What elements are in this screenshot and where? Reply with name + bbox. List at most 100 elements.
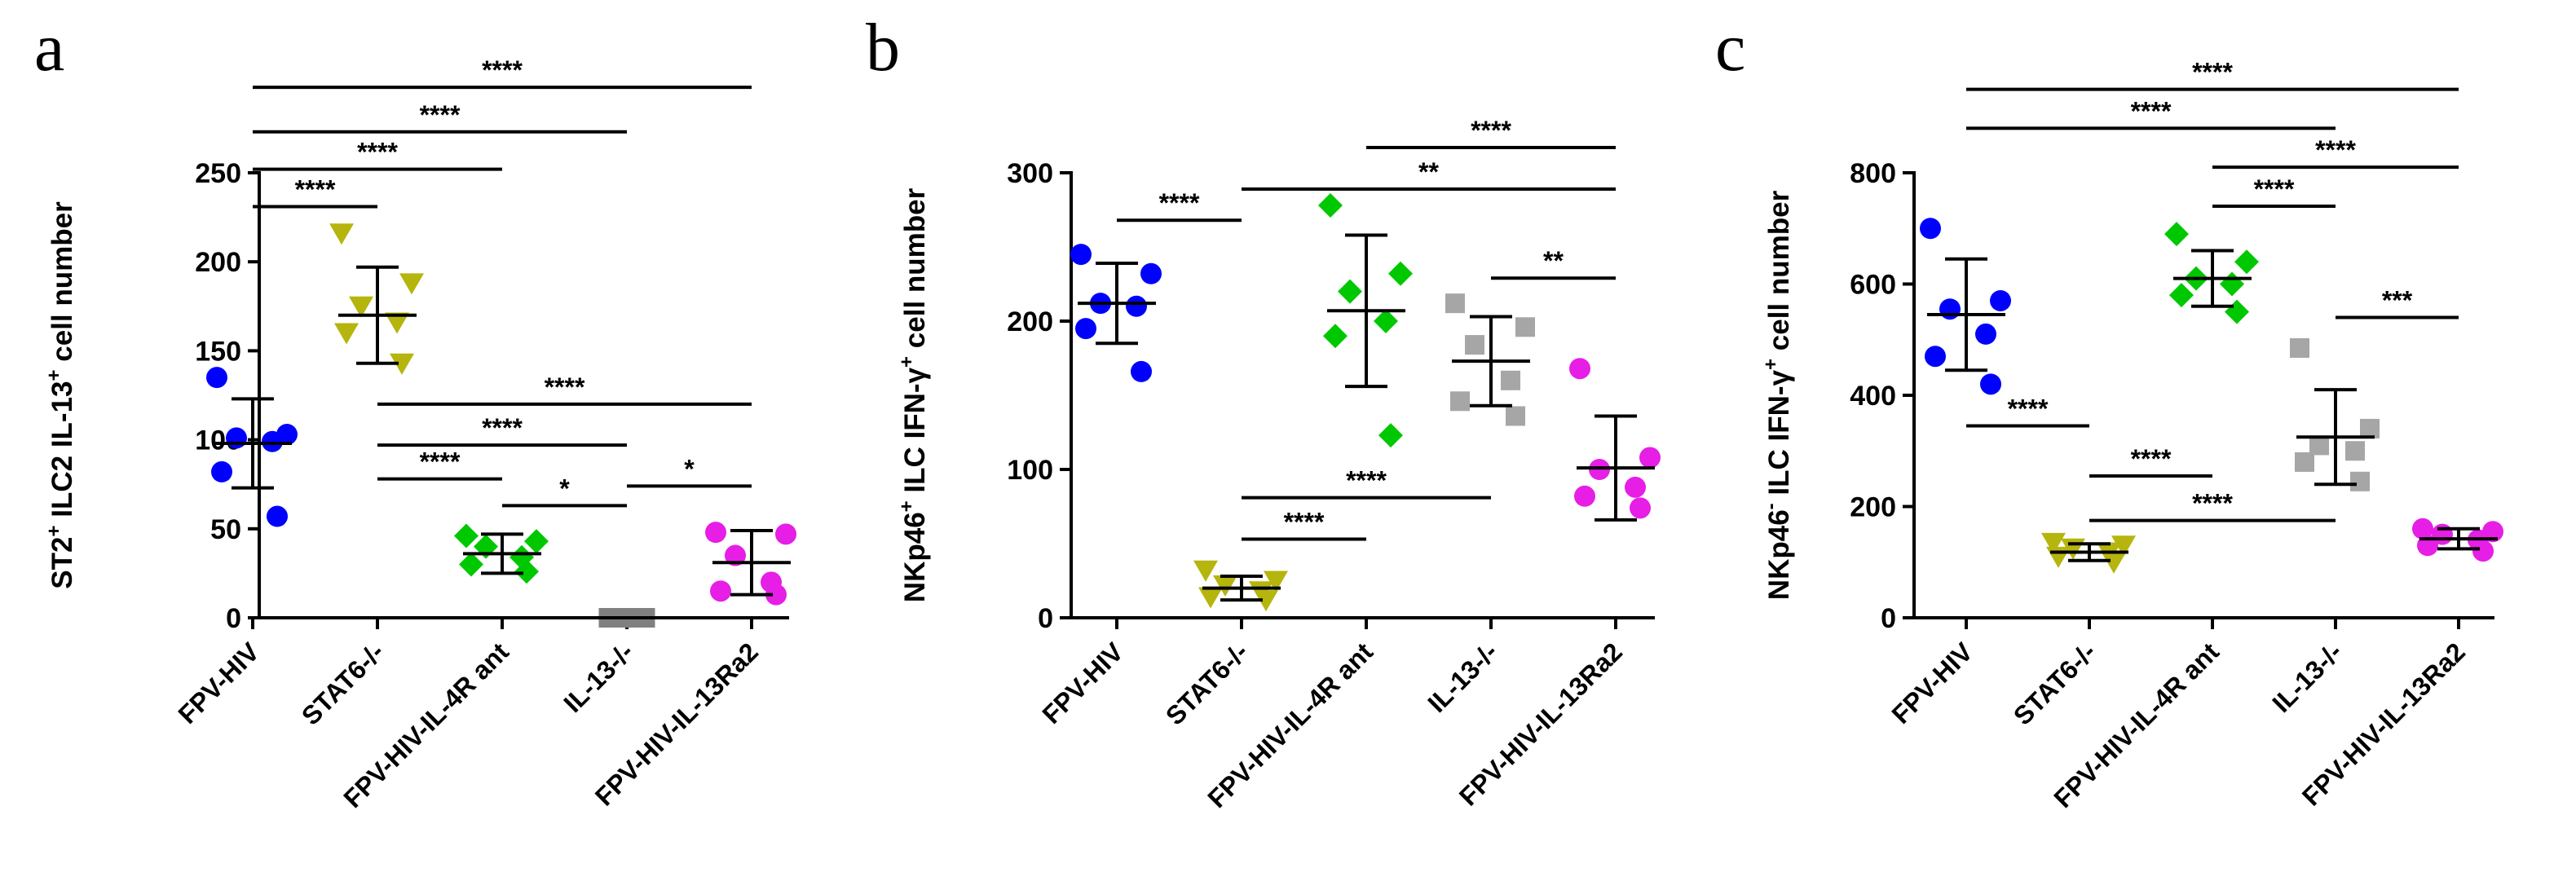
data-point — [1323, 324, 1348, 349]
significance-label: **** — [482, 55, 523, 85]
data-point — [1140, 262, 1162, 284]
data-point — [2360, 418, 2380, 438]
data-point — [1213, 575, 1237, 597]
data-point — [2046, 546, 2071, 568]
y-tick-label: 250 — [195, 158, 241, 189]
y-axis-label-superscript: + — [43, 525, 65, 536]
y-tick-label: 300 — [1007, 158, 1053, 189]
x-category-label: IL-13-/- — [1422, 637, 1503, 718]
panel-letter: b — [866, 10, 900, 86]
data-point — [267, 505, 288, 527]
y-axis-label-text: NKp46 — [899, 512, 931, 602]
significance-label: **** — [295, 174, 336, 204]
y-tick-label: 200 — [1850, 492, 1896, 523]
data-point — [390, 353, 414, 375]
significance-label: **** — [1284, 508, 1325, 537]
significance-label: **** — [1471, 116, 1511, 145]
data-point — [524, 529, 549, 554]
data-point — [765, 584, 787, 606]
data-point — [1639, 447, 1661, 469]
significance-label: **** — [2131, 444, 2172, 474]
y-axis-label-superscript: + — [896, 356, 918, 368]
data-point — [2041, 532, 2066, 554]
data-point — [1925, 346, 1946, 368]
data-point — [1569, 358, 1590, 380]
data-point — [1318, 193, 1343, 218]
data-point — [1506, 406, 1525, 426]
significance-label: **** — [2131, 96, 2172, 126]
data-point — [705, 522, 726, 544]
data-point — [459, 552, 483, 577]
panel-letter: c — [1715, 10, 1745, 86]
data-point — [211, 460, 232, 482]
data-point — [1574, 485, 1595, 507]
y-axis-label-text: NKp46 — [1763, 509, 1795, 600]
y-axis-label-text: ILC IFN-γ — [1763, 369, 1795, 503]
data-point — [725, 544, 746, 566]
data-point — [1920, 218, 1941, 240]
panel-letter: a — [34, 10, 64, 86]
significance-label: **** — [420, 100, 461, 130]
data-point — [2225, 299, 2249, 324]
data-point — [1254, 590, 1278, 612]
y-tick-label: 400 — [1850, 381, 1896, 412]
data-point — [2102, 552, 2126, 574]
data-point — [1975, 323, 1996, 345]
y-tick-label: 200 — [195, 247, 241, 278]
significance-label: ** — [1418, 157, 1439, 187]
significance-label: **** — [2192, 58, 2233, 87]
data-point — [1338, 279, 1362, 304]
y-axis-label-text: ILC IFN-γ — [899, 367, 931, 500]
data-point — [2290, 337, 2309, 358]
data-point — [2164, 222, 2189, 247]
significance-label: **** — [545, 372, 585, 402]
data-point — [1450, 391, 1470, 412]
data-point — [206, 367, 227, 389]
significance-label: **** — [2254, 174, 2295, 204]
y-axis-label: NKp46- ILC IFN-γ+ cell number — [1760, 190, 1795, 600]
data-point — [514, 559, 539, 584]
data-point — [385, 312, 409, 334]
data-point — [2234, 249, 2259, 275]
data-point — [2169, 283, 2194, 308]
y-axis-label-superscript: - — [1760, 503, 1782, 509]
y-tick-label: 50 — [210, 514, 241, 545]
data-point — [2345, 441, 2365, 461]
significance-label: ** — [1543, 246, 1564, 275]
y-axis-label-text: cell number — [899, 187, 931, 356]
data-point — [1445, 293, 1465, 314]
significance-label: **** — [357, 138, 398, 167]
data-point — [2220, 271, 2244, 297]
significance-label: **** — [2008, 394, 2049, 424]
significance-label: **** — [2315, 135, 2356, 165]
x-category-label: STAT6-/- — [1160, 637, 1254, 730]
y-tick-label: 200 — [1007, 306, 1053, 337]
data-point — [334, 323, 359, 345]
y-axis-label-text: ST2 — [46, 536, 78, 588]
data-point — [1990, 289, 2011, 311]
data-point — [2309, 435, 2329, 456]
data-point — [1070, 244, 1092, 266]
y-axis-label-text: cell number — [46, 201, 78, 370]
data-point — [1126, 295, 1147, 317]
significance-label: * — [559, 474, 570, 503]
y-tick-label: 0 — [226, 603, 241, 634]
data-point — [1630, 497, 1651, 519]
y-axis-label: ST2+ ILC2 IL-13+ cell number — [43, 201, 78, 589]
x-category-label: IL-13-/- — [558, 637, 639, 718]
y-tick-label: 0 — [1881, 603, 1896, 634]
y-tick-label: 800 — [1850, 158, 1896, 189]
y-tick-label: 100 — [1007, 455, 1053, 486]
x-category-label: FPV-HIV — [1886, 637, 1978, 729]
data-point — [2472, 540, 2494, 562]
data-point — [1515, 317, 1535, 337]
significance-label: **** — [2192, 489, 2233, 518]
data-point — [226, 427, 247, 449]
x-category-label: STAT6-/- — [2008, 637, 2102, 730]
y-axis-label-text: cell number — [1763, 190, 1795, 359]
data-point — [1980, 373, 2001, 395]
y-axis-label: NKp46+ ILC IFN-γ+ cell number — [896, 187, 931, 602]
x-category-label: FPV-HIV — [172, 637, 265, 729]
